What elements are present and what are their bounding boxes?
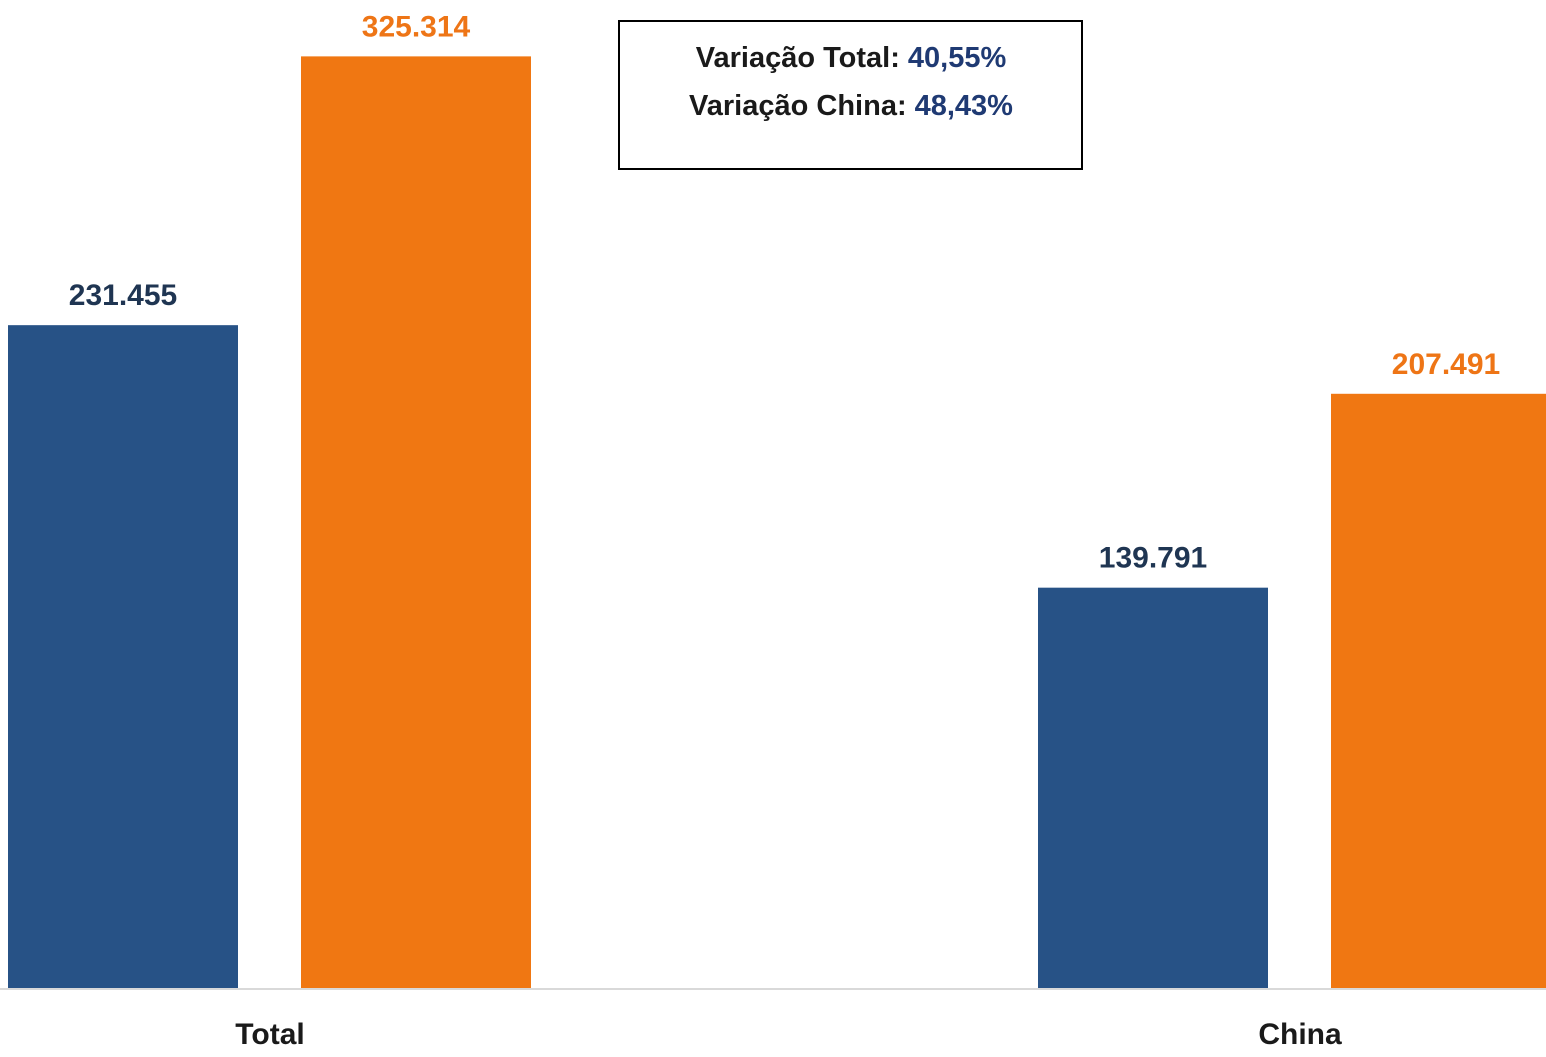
bars-layer xyxy=(8,56,1546,988)
bar-china-series-1 xyxy=(1038,587,1268,988)
bar-total-series-2 xyxy=(301,56,531,988)
bar-total-series-1 xyxy=(8,325,238,988)
annotation-line-total: Variação Total: 40,55% xyxy=(696,42,1007,74)
annotation-total-value: 40,55% xyxy=(908,42,1007,74)
category-labels-layer: Total China xyxy=(235,1018,1342,1051)
data-label-china-series-1: 139.791 xyxy=(1099,542,1207,575)
data-label-total-series-2: 325.314 xyxy=(362,10,471,43)
variation-annotation-box: Variação Total: 40,55% Variação China: 48,… xyxy=(618,20,1083,170)
annotation-line-china: Variação China: 48,43% xyxy=(689,90,1013,122)
category-label-total: Total xyxy=(235,1018,304,1051)
annotation-frame xyxy=(618,20,1083,170)
data-label-total-series-1: 231.455 xyxy=(69,279,177,312)
annotation-total-label: Variação Total: xyxy=(696,42,900,74)
data-labels-layer: 231.455 325.314 139.791 207.491 xyxy=(69,10,1500,574)
annotation-china-value: 48,43% xyxy=(915,90,1014,122)
data-label-china-series-2: 207.491 xyxy=(1392,348,1500,381)
category-label-china: China xyxy=(1258,1018,1342,1051)
bar-china-series-2 xyxy=(1331,393,1546,988)
annotation-china-label: Variação China: xyxy=(689,90,907,122)
